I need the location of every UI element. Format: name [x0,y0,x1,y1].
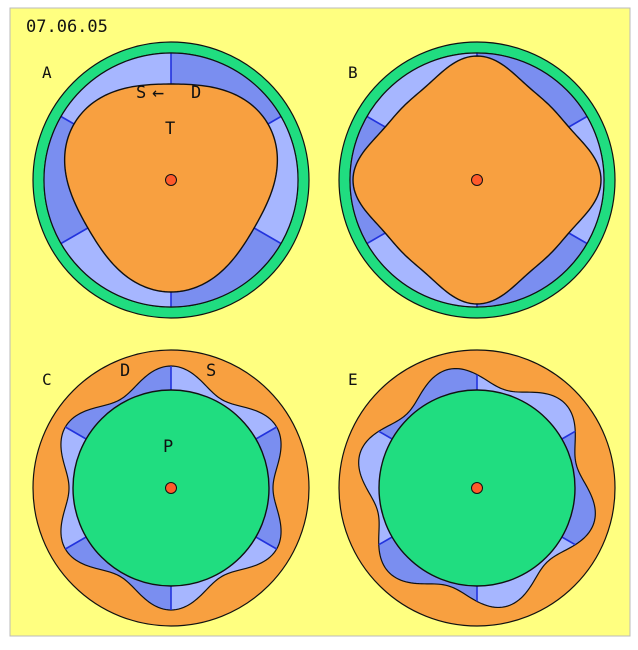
panel-c-graphics [33,350,309,626]
panel-b-graphics [339,42,615,318]
center-point [166,175,177,186]
label-t: T [165,119,175,139]
panel-e-graphics [339,350,615,626]
panel-e: E [348,370,358,389]
center-point [472,483,483,494]
panel-label-b: B [348,63,358,82]
label-p: P [163,437,173,457]
label-d: D [191,83,201,103]
panel-label-e: E [348,370,358,389]
center-point [166,483,177,494]
label-d: D [120,361,130,381]
label-s: S [136,83,146,103]
panel-b: B [348,63,358,82]
arrow-left-icon: ← [152,80,164,104]
panel-a-graphics [33,42,309,318]
label-s: S [206,361,216,381]
center-point [472,175,483,186]
panel-label-c: C [42,370,52,389]
panel-label-a: A [42,63,52,82]
date-label: 07.06.05 [26,17,108,37]
